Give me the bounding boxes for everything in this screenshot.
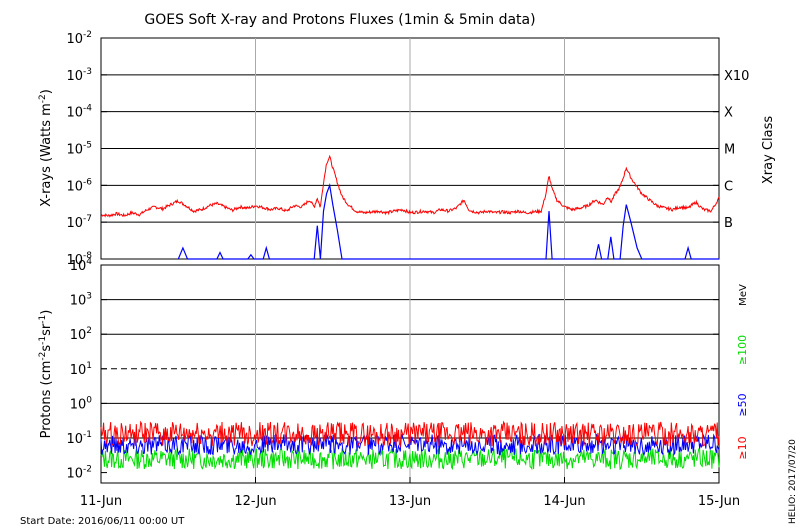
- xray-ytick-label: 10-3: [66, 67, 92, 84]
- proton-legend-label: ≥50: [736, 393, 749, 416]
- proton-legend-label: ≥100: [736, 335, 749, 365]
- proton-series-line: [100, 420, 720, 449]
- x-tick-label: 13-Jun: [389, 494, 431, 509]
- proton-ytick-label: 104: [70, 257, 93, 274]
- xray-class-label: M: [724, 143, 735, 158]
- xray-ytick-label: 10-5: [66, 141, 92, 158]
- xray-class-label: C: [724, 179, 733, 194]
- start-date-label: Start Date: 2016/06/11 00:00 UT: [20, 516, 185, 527]
- proton-series-line: [100, 447, 720, 471]
- xray-ytick-label: 10-6: [66, 177, 92, 194]
- proton-ytick-label: 101: [70, 361, 92, 378]
- xray-y-axis-label: X-rays (Watts m-2): [38, 89, 54, 207]
- proton-y-ticks: 10-2 10-1 100 101 102 103 104: [66, 257, 719, 482]
- xray-class-axis-label: Xray Class: [761, 116, 776, 184]
- proton-energy-legend: ≥10 ≥50 ≥100 MeV: [736, 284, 749, 460]
- chart-title: GOES Soft X-ray and Protons Fluxes (1min…: [144, 12, 535, 28]
- xray-panel: 10-8 10-7 10-6 10-5 10-4 10-3 10-2 B C M X X10 X-r…: [38, 30, 776, 268]
- x-tick-label: 11-Jun: [80, 494, 122, 509]
- xray-ytick-label: 10-8: [66, 251, 92, 268]
- x-tick-label: 12-Jun: [234, 494, 276, 509]
- xray-ytick-label: 10-2: [66, 30, 92, 47]
- proton-panel: 10-2 10-1 100 101 102 103 104 ≥10 ≥50 ≥100 MeV Pr…: [38, 257, 749, 509]
- xray-day-lines: [255, 38, 565, 259]
- xray-class-labels: B C M X X10: [724, 69, 749, 231]
- proton-ytick-label: 100: [70, 395, 93, 412]
- xray-class-label: X: [724, 106, 733, 121]
- xray-class-label: B: [724, 216, 733, 231]
- proton-ytick-label: 10-2: [66, 465, 92, 482]
- xray-long-channel-line: [100, 154, 720, 218]
- xray-short-channel-line: [177, 182, 719, 260]
- xray-class-label: X10: [724, 69, 749, 84]
- proton-y-axis-label: Protons (cm-2s-1sr-1): [38, 310, 54, 439]
- xray-series: [100, 154, 720, 260]
- x-tick-label: 15-Jun: [698, 494, 740, 509]
- proton-legend-label: ≥10: [736, 436, 749, 459]
- proton-ytick-label: 10-1: [66, 430, 92, 447]
- x-tick-label: 14-Jun: [543, 494, 585, 509]
- proton-energy-unit: MeV: [738, 284, 749, 306]
- xray-ytick-label: 10-7: [66, 214, 92, 231]
- proton-ytick-label: 103: [70, 292, 92, 309]
- credit-label: HELIO: 2017/07/20: [788, 439, 798, 524]
- xray-y-ticks: 10-8 10-7 10-6 10-5 10-4 10-3 10-2: [66, 30, 719, 268]
- proton-series: [100, 420, 720, 471]
- xray-ytick-label: 10-4: [66, 104, 92, 121]
- x-axis-ticks: 11-Jun 12-Jun 13-Jun 14-Jun 15-Jun: [80, 477, 740, 509]
- proton-ytick-label: 102: [70, 326, 92, 343]
